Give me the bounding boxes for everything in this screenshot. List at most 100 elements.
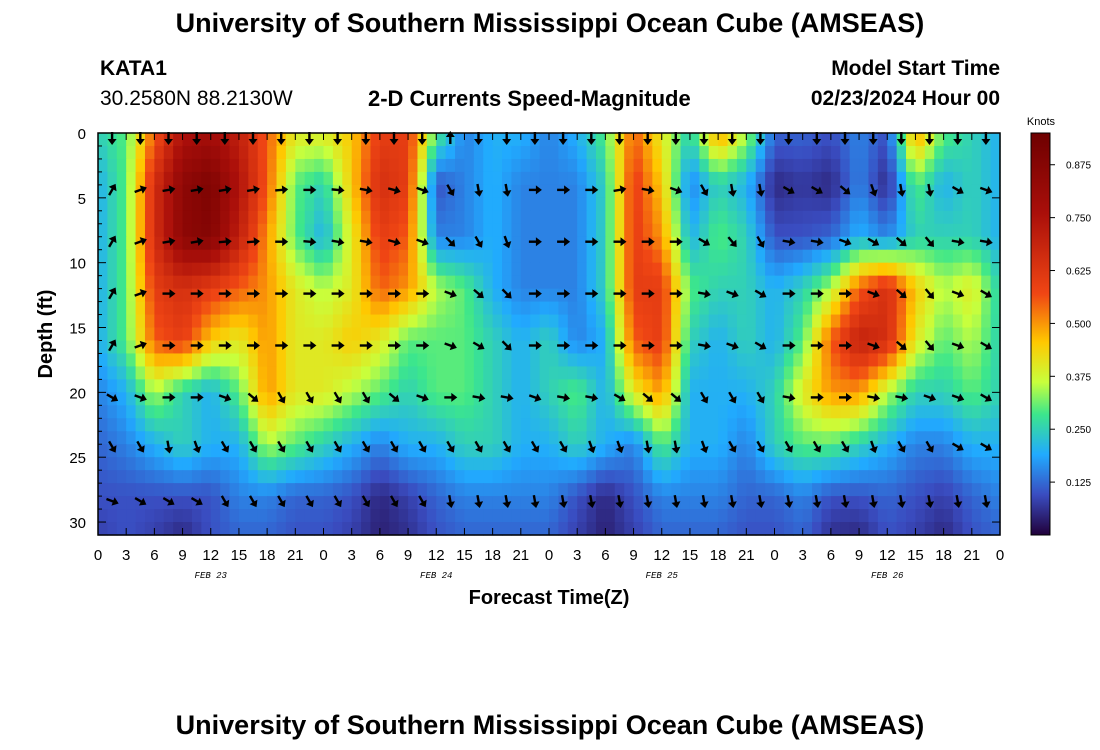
heatmap-cell (530, 158, 541, 173)
heatmap-cell (361, 483, 372, 497)
current-arrow (727, 183, 737, 197)
heatmap-cell (652, 457, 663, 471)
heatmap-cell (906, 483, 917, 497)
heatmap-cell (539, 236, 550, 251)
heatmap-cell (558, 197, 569, 212)
heatmap-cell (934, 444, 945, 458)
heatmap-cell (210, 314, 221, 329)
current-arrow (697, 341, 711, 351)
heatmap-cell (671, 145, 682, 160)
heatmap-cell (398, 184, 409, 199)
heatmap-cell (342, 366, 353, 380)
heatmap-cell (765, 171, 776, 186)
heatmap-cell (671, 262, 682, 277)
current-arrow (134, 393, 147, 402)
current-arrow (164, 440, 174, 454)
current-arrow (979, 237, 993, 247)
heatmap-cell (389, 236, 400, 251)
heatmap-cell (492, 145, 503, 160)
arrow-head (981, 501, 991, 508)
heatmap-cell (830, 197, 841, 212)
heatmap-cell (379, 327, 390, 342)
heatmap-cell (116, 288, 127, 303)
heatmap-cell (455, 249, 466, 264)
heatmap-cell (229, 509, 240, 523)
heatmap-cell (314, 392, 325, 406)
heatmap-cell (755, 431, 766, 445)
heatmap-cell (718, 522, 729, 536)
x-tick-label: 3 (573, 547, 581, 564)
heatmap-cell (577, 236, 588, 251)
heatmap-cell (877, 353, 888, 368)
arrow-head (135, 139, 145, 145)
heatmap-cell (718, 444, 729, 458)
heatmap-cell (398, 327, 409, 342)
heatmap-cell (379, 470, 390, 484)
heatmap-cell (934, 223, 945, 238)
current-arrow (331, 237, 345, 247)
arrow-head (984, 290, 992, 298)
heatmap-cell (736, 327, 747, 342)
heatmap-cell (483, 392, 494, 406)
heatmap-cell (238, 275, 249, 290)
heatmap-cell (116, 249, 127, 264)
heatmap-cell (859, 444, 870, 458)
heatmap-cell (746, 314, 757, 329)
heatmap-cell (783, 509, 794, 523)
heatmap-cell (924, 418, 935, 432)
heatmap-cell (755, 405, 766, 419)
heatmap-cell (821, 275, 832, 290)
heatmap-cell (379, 444, 390, 458)
current-arrow (474, 494, 484, 508)
current-arrow (953, 494, 963, 508)
arrow-head (846, 289, 852, 299)
heatmap-cell (323, 509, 334, 523)
heatmap-cell (257, 223, 268, 238)
heatmap-cell (624, 392, 635, 406)
heatmap-cell (558, 327, 569, 342)
current-arrow (108, 183, 117, 196)
heatmap-cell (718, 184, 729, 199)
heatmap-cell (426, 366, 437, 380)
heatmap-cell (436, 483, 447, 497)
heatmap-cell (708, 158, 719, 173)
heatmap-cell (924, 405, 935, 419)
heatmap-cell (577, 509, 588, 523)
heatmap-cell (887, 275, 898, 290)
heatmap-cell (182, 470, 193, 484)
heatmap-cell (417, 405, 428, 419)
current-arrow (869, 183, 878, 197)
heatmap-cell (191, 249, 202, 264)
heatmap-cell (464, 145, 475, 160)
heatmap-cell (755, 223, 766, 238)
heatmap-cell (323, 301, 334, 316)
heatmap-cell (351, 496, 362, 510)
heatmap-cell (821, 184, 832, 199)
heatmap-cell (314, 522, 325, 536)
heatmap-cell (455, 431, 466, 445)
arrow-head (108, 287, 117, 295)
current-arrow (728, 440, 737, 453)
heatmap-cell (445, 288, 456, 303)
heatmap-cell (840, 301, 851, 316)
heatmap-cell (144, 444, 155, 458)
current-arrow (246, 185, 260, 195)
heatmap-cell (849, 210, 860, 225)
heatmap-cell (464, 249, 475, 264)
heatmap-cell (116, 158, 127, 173)
heatmap-cell (868, 171, 879, 186)
heatmap-cell (943, 249, 954, 264)
heatmap-cell (238, 340, 249, 355)
heatmap-cell (370, 366, 381, 380)
heatmap-cell (953, 470, 964, 484)
heatmap-cell (558, 483, 569, 497)
current-arrow (218, 185, 232, 195)
heatmap-cell (934, 327, 945, 342)
heatmap-cell (605, 418, 616, 432)
heatmap-cell (765, 444, 776, 458)
heatmap-cell (708, 197, 719, 212)
arrow-head (169, 341, 176, 350)
heatmap-cell (445, 158, 456, 173)
heatmap-cell (285, 392, 296, 406)
heatmap-cell (398, 457, 409, 471)
